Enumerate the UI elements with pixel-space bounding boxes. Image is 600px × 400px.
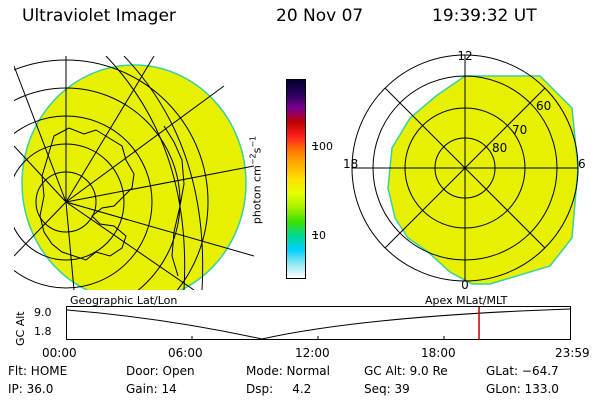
timeline-xtick-2359: 23:59 (555, 346, 590, 360)
colorbar-tickmark-100 (312, 145, 318, 146)
colorbar-tick-10: 10 (312, 229, 326, 242)
geo-outer-arcs (105, 56, 204, 290)
info-glon: GLon: 133.0 (486, 382, 559, 396)
date-label: 20 Nov 07 (276, 6, 364, 26)
colorbar-gradient (287, 80, 305, 278)
app-title: Ultraviolet Imager (22, 6, 176, 26)
info-gcalt: GC Alt: 9.0 Re (364, 364, 448, 378)
info-dsp: Dsp: 4.2 (246, 382, 312, 396)
timeline-xtick-1200: 12:00 (295, 346, 330, 360)
mlat-60-label: 60 (536, 99, 551, 113)
geo-panel-label: Geographic Lat/Lon (70, 294, 178, 307)
mlat-80-label: 80 (492, 141, 507, 155)
info-glat: GLat: −64.7 (486, 364, 559, 378)
timeline-ytick-high: 9.0 (34, 306, 52, 319)
mlt-0-label: 0 (461, 278, 469, 292)
time-label: 19:39:32 UT (432, 6, 537, 26)
timeline-xtick-0600: 06:00 (168, 346, 203, 360)
unit-mid: s (250, 147, 264, 154)
mag-mlt-lines (352, 55, 578, 281)
info-gain: Gain: 14 (126, 382, 177, 396)
info-flt: Flt: HOME (8, 364, 68, 378)
unit-exp1: −2 (248, 153, 258, 166)
mlat-70-label: 70 (512, 123, 527, 137)
timeline-ticks (191, 336, 445, 340)
colorbar-tickmark-10 (312, 234, 318, 235)
timeline-plot (66, 306, 571, 340)
timeline-xtick-1800: 18:00 (421, 346, 456, 360)
altitude-curve (66, 308, 571, 340)
mlt-6-label: 6 (578, 157, 586, 171)
info-ip: IP: 36.0 (8, 382, 54, 396)
unit-exp2: −1 (248, 135, 258, 148)
geo-meridians (14, 56, 254, 290)
timeline-ylabel: GC Alt (14, 311, 27, 346)
geo-coastline-east (163, 125, 185, 277)
timeline-ytick-low: 1.8 (34, 325, 52, 338)
colorbar (286, 79, 306, 279)
timeline-frame (66, 306, 571, 340)
unit-main: photon cm (250, 165, 264, 225)
geo-coastline (39, 127, 135, 261)
info-mode: Mode: Normal (246, 364, 330, 378)
info-door: Door: Open (126, 364, 195, 378)
geographic-image (14, 56, 254, 290)
colorbar-tick-100: 100 (312, 140, 333, 153)
magnetic-image: 12 0 18 6 60 70 80 (343, 49, 586, 292)
mlt-18-label: 18 (343, 157, 358, 171)
mlt-12-label: 12 (457, 49, 472, 63)
info-seq: Seq: 39 (364, 382, 410, 396)
mag-panel-label: Apex MLat/MLT (425, 294, 508, 307)
timeline-xtick-0000: 00:00 (42, 346, 77, 360)
